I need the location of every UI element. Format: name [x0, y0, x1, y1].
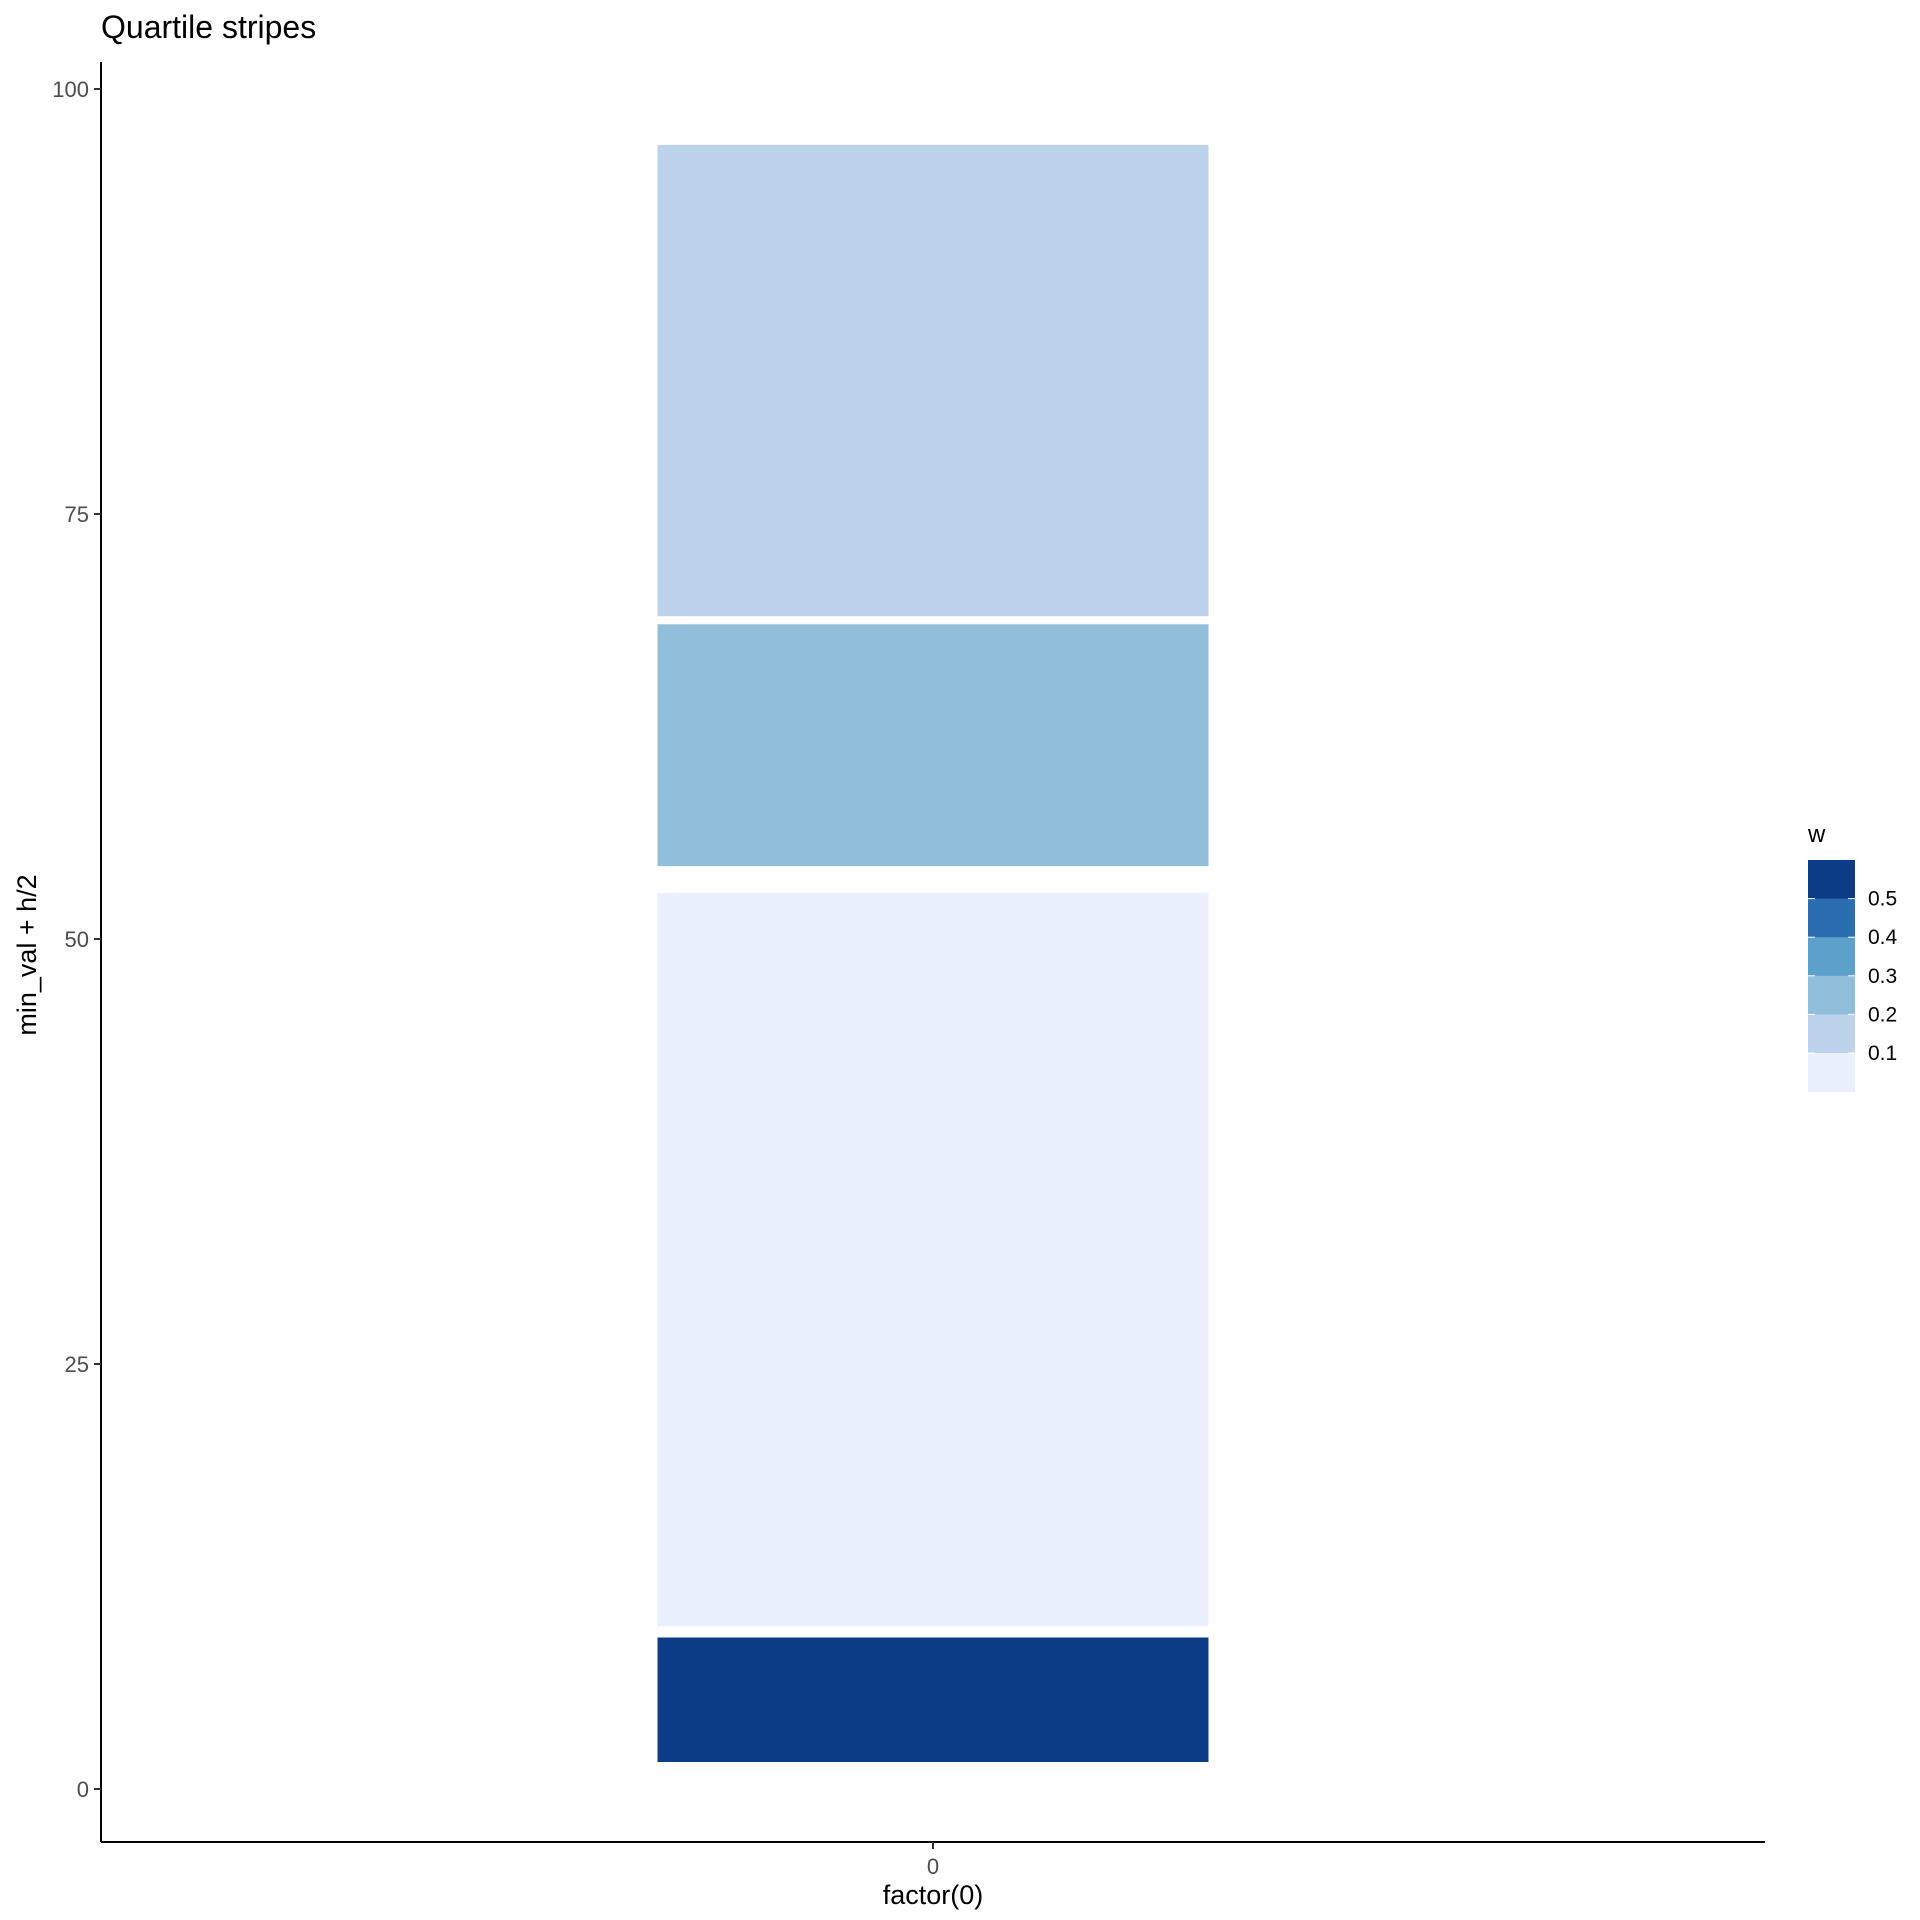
y-tick-label: 50 — [65, 927, 89, 952]
x-axis-title: factor(0) — [883, 1880, 984, 1910]
legend-color-step — [1808, 898, 1855, 938]
y-axis-title: min_val + h/2 — [12, 874, 42, 1035]
y-axis-ticks: 0 25 50 75 100 — [52, 77, 101, 1802]
legend-label: 0.5 — [1868, 888, 1897, 911]
x-axis-ticks: 0 — [927, 1842, 939, 1879]
stripe-1 — [654, 889, 1212, 1629]
legend-title: w — [1807, 821, 1826, 848]
y-tick-label: 25 — [65, 1352, 89, 1377]
legend-color-step — [1808, 937, 1855, 977]
legend-colorbar — [1808, 860, 1855, 1093]
legend-color-step — [1808, 1053, 1855, 1093]
y-tick-label: 100 — [52, 77, 89, 102]
legend-label: 0.3 — [1868, 965, 1897, 988]
legend-labels: 0.5 0.4 0.3 0.2 0.1 — [1808, 888, 1898, 1065]
y-tick-label: 75 — [65, 502, 89, 527]
legend-label: 0.4 — [1868, 926, 1898, 949]
legend-color-step — [1808, 1014, 1855, 1054]
plot-area — [654, 141, 1212, 1765]
chart-title: Quartile stripes — [101, 9, 316, 45]
stripe-0 — [654, 1634, 1212, 1765]
legend-label: 0.1 — [1868, 1042, 1897, 1065]
y-tick-label: 0 — [77, 1777, 89, 1802]
legend-color-step — [1808, 860, 1855, 900]
stripe-3 — [654, 141, 1212, 620]
legend-label: 0.2 — [1868, 1003, 1897, 1026]
stripe-2 — [654, 621, 1212, 870]
legend: w 0.5 0.4 0.3 0.2 0.1 — [1807, 821, 1898, 1093]
x-tick-label: 0 — [927, 1854, 939, 1879]
legend-color-step — [1808, 975, 1855, 1015]
